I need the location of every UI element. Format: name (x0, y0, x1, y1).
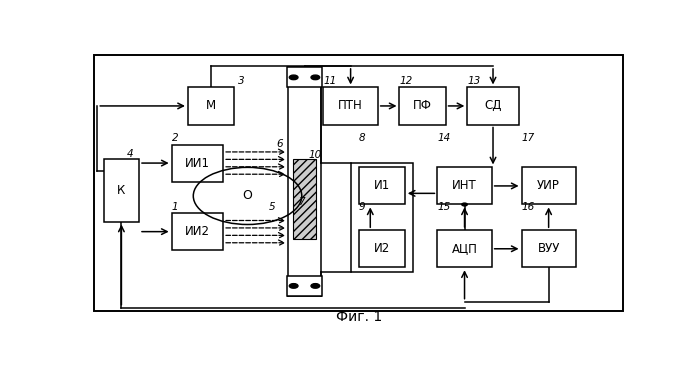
Text: ПТН: ПТН (338, 99, 363, 112)
Text: 10: 10 (309, 150, 322, 160)
Bar (438, 167, 491, 204)
Text: 7: 7 (298, 197, 304, 207)
Bar (104, 159, 139, 221)
Bar (188, 87, 234, 125)
Circle shape (462, 203, 468, 206)
Text: 11: 11 (323, 76, 337, 86)
Text: 9: 9 (358, 201, 365, 211)
Text: 1: 1 (172, 201, 178, 211)
Text: ИИ1: ИИ1 (185, 157, 210, 170)
Text: 3: 3 (238, 76, 245, 86)
Bar (522, 167, 575, 204)
Bar (172, 213, 223, 250)
Text: УИР: УИР (537, 180, 560, 193)
Text: ПФ: ПФ (413, 99, 432, 112)
Text: 14: 14 (438, 133, 451, 143)
Circle shape (311, 75, 320, 80)
Circle shape (289, 283, 298, 288)
Text: 16: 16 (522, 201, 535, 211)
Bar (522, 230, 575, 267)
Text: ВУУ: ВУУ (538, 242, 560, 255)
Text: 4: 4 (127, 149, 133, 159)
Text: 13: 13 (468, 76, 480, 86)
Bar (287, 276, 322, 296)
Bar (293, 159, 316, 239)
Text: 2: 2 (172, 133, 178, 143)
Text: ИНТ: ИНТ (452, 180, 477, 193)
Bar (172, 144, 223, 182)
Text: 8: 8 (358, 133, 365, 143)
Text: 15: 15 (438, 201, 451, 211)
Text: 17: 17 (522, 133, 535, 143)
Bar (287, 68, 322, 87)
Bar (323, 87, 378, 125)
Text: ИИ2: ИИ2 (185, 225, 210, 238)
Bar (400, 87, 445, 125)
Bar (358, 230, 405, 267)
Bar (358, 167, 405, 204)
Text: 12: 12 (400, 76, 413, 86)
Text: 6: 6 (276, 139, 283, 149)
Bar (468, 87, 519, 125)
Text: СД: СД (484, 99, 502, 112)
Circle shape (311, 283, 320, 288)
Bar (438, 230, 491, 267)
Text: И1: И1 (374, 180, 390, 193)
Text: 5: 5 (270, 201, 276, 211)
Bar (351, 163, 413, 272)
Text: К: К (118, 184, 125, 197)
Text: Фиг. 1: Фиг. 1 (335, 311, 382, 325)
Text: М: М (206, 99, 216, 112)
Circle shape (289, 75, 298, 80)
Text: АЦП: АЦП (452, 242, 477, 255)
Bar (94, 55, 623, 311)
Text: И2: И2 (374, 242, 390, 255)
Text: О: О (243, 190, 253, 203)
